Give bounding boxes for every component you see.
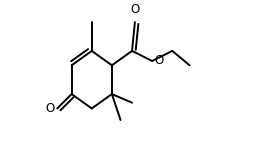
Text: O: O xyxy=(45,102,54,115)
Text: O: O xyxy=(154,54,164,67)
Text: O: O xyxy=(130,3,139,16)
